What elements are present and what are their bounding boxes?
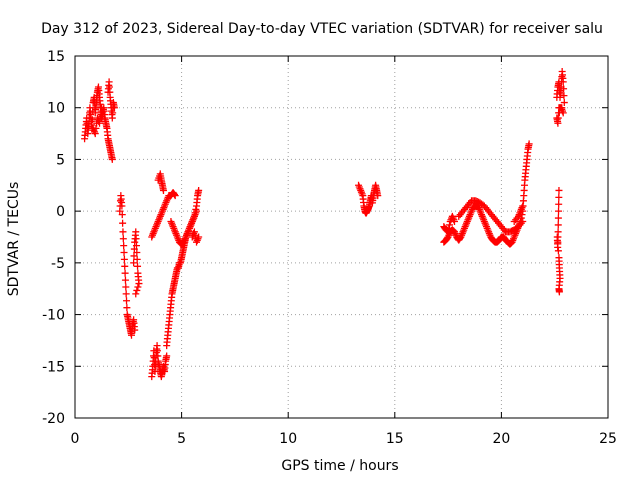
data-point: [97, 109, 105, 117]
data-point: [133, 249, 141, 257]
plot-frame: [74, 55, 609, 419]
data-point: [134, 262, 142, 270]
data-point: [122, 290, 130, 298]
y-tick-label: 0: [56, 204, 65, 220]
data-point: [555, 200, 563, 208]
data-point: [193, 207, 201, 215]
data-point: [121, 269, 129, 277]
data-point: [560, 92, 568, 100]
y-tick-label: 5: [56, 152, 65, 168]
data-point: [130, 259, 138, 267]
data-point: [444, 228, 452, 236]
data-point: [374, 192, 382, 200]
y-tick-label: -10: [42, 308, 65, 324]
data-point: [170, 191, 178, 199]
data-point: [559, 109, 567, 117]
x-tick-label: 5: [177, 431, 186, 447]
data-point: [555, 207, 563, 215]
data-point: [163, 352, 171, 360]
data-point: [555, 186, 563, 194]
data-point: [134, 283, 142, 291]
data-point: [91, 130, 99, 138]
data-point: [445, 224, 453, 232]
y-tick-label: -15: [42, 359, 65, 375]
data-point: [118, 202, 126, 210]
data-point: [159, 186, 167, 194]
data-point: [98, 104, 106, 112]
x-tick-label: 10: [279, 431, 297, 447]
data-point: [120, 242, 128, 250]
y-axis-ticks: -20 -15 -10 -5 0 5 10 15: [42, 49, 608, 427]
data-point: [119, 219, 127, 227]
data-point: [450, 217, 458, 225]
data-point: [560, 85, 568, 93]
data-point: [555, 288, 563, 296]
data-point: [133, 255, 141, 263]
data-point: [554, 247, 562, 255]
data-point: [108, 155, 116, 163]
y-tick-label: 15: [47, 49, 65, 65]
data-point: [132, 228, 140, 236]
y-axis-label: SDTVAR / TECUs: [6, 182, 22, 297]
data-point: [110, 104, 118, 112]
data-point: [132, 290, 140, 298]
data-point: [123, 297, 131, 305]
data-point: [555, 193, 563, 201]
x-tick-label: 15: [386, 431, 404, 447]
y-tick-label: -20: [42, 411, 65, 427]
data-point: [135, 280, 143, 288]
chart-title: Day 312 of 2023, Sidereal Day-to-day VTE…: [41, 21, 603, 37]
data-point: [519, 217, 527, 225]
data-point: [132, 235, 140, 243]
x-axis-ticks: 0 5 10 15 20 25: [71, 56, 617, 447]
data-point: [131, 326, 139, 334]
data-point: [123, 304, 131, 312]
data-point: [525, 140, 533, 148]
data-point: [119, 235, 127, 243]
x-tick-label: 0: [71, 431, 80, 447]
data-point: [132, 242, 140, 250]
data-point: [519, 202, 527, 210]
data-point: [119, 228, 127, 236]
data-point: [133, 286, 141, 294]
data-point: [195, 233, 203, 241]
data-point: [554, 221, 562, 229]
data-point: [92, 124, 100, 132]
data-point: [559, 78, 567, 86]
data-point: [554, 214, 562, 222]
data-point: [120, 249, 128, 257]
data-point: [122, 283, 130, 291]
data-point: [171, 192, 179, 200]
data-point: [120, 255, 128, 263]
data-points: [81, 68, 568, 381]
data-point: [554, 240, 562, 248]
data-point: [446, 221, 454, 229]
data-point: [96, 119, 104, 127]
data-point: [121, 262, 129, 270]
x-tick-label: 20: [492, 431, 510, 447]
x-tick-label: 25: [599, 431, 617, 447]
data-point: [121, 276, 129, 284]
x-axis-label: GPS time / hours: [281, 458, 398, 474]
y-tick-label: -5: [51, 256, 65, 272]
data-point: [96, 114, 104, 122]
data-point: [118, 211, 126, 219]
data-point: [553, 233, 561, 241]
data-point: [560, 99, 568, 107]
y-tick-label: 10: [47, 101, 65, 117]
data-point: [190, 228, 198, 236]
data-point: [195, 186, 203, 194]
